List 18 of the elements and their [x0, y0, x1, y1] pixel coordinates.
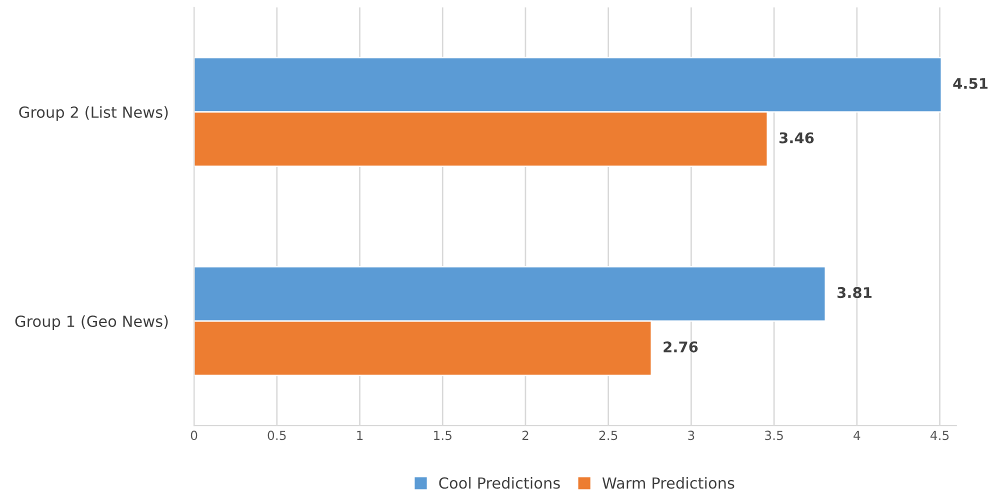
x-tick-label: 2: [522, 430, 528, 440]
x-tick-label: 4.5: [930, 430, 949, 440]
x-tick-label: 0: [190, 430, 198, 440]
legend-label: Warm Predictions: [602, 476, 734, 489]
y-tick-label: Group 1 (Geo News): [15, 315, 168, 330]
data-label: 2.76: [664, 341, 698, 352]
x-tick-label: 4: [854, 430, 860, 440]
data-label: 3.46: [780, 132, 814, 144]
y-tick-label: Group 2 (List News): [19, 106, 168, 121]
x-tick-label: 2.5: [599, 430, 618, 440]
legend-label: Cool Predictions: [439, 476, 560, 489]
data-label: 3.81: [838, 287, 872, 298]
x-tick-label: 3: [688, 430, 694, 440]
x-tick-label: 3.5: [765, 430, 783, 440]
x-tick-label: 1.5: [434, 430, 452, 440]
x-tick-label: 1: [357, 430, 363, 440]
data-label: 4.51: [953, 78, 988, 89]
x-tick-label: 0.5: [268, 430, 286, 440]
